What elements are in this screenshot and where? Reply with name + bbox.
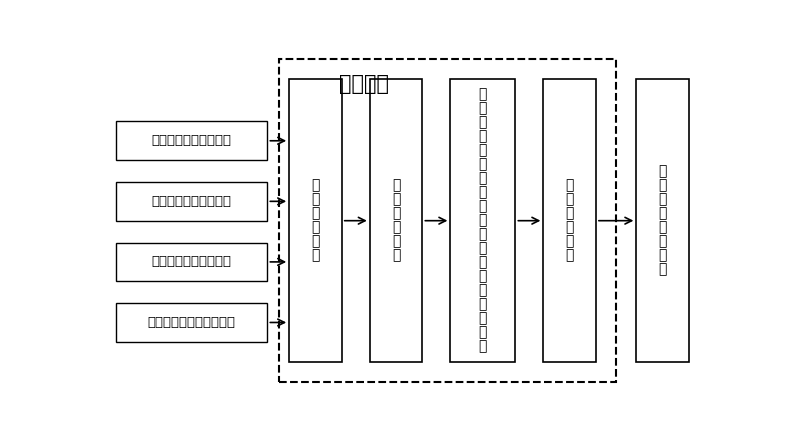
Text: 砂轮电机转速检测电路: 砂轮电机转速检测电路 bbox=[151, 255, 231, 268]
Text: 砂轮电机电流检测电路: 砂轮电机电流检测电路 bbox=[151, 134, 231, 147]
Text: 砂轮电机电压检测电路: 砂轮电机电压检测电路 bbox=[151, 195, 231, 208]
Bar bbox=[370, 80, 422, 362]
Bar bbox=[289, 80, 342, 362]
Bar bbox=[115, 182, 267, 221]
Bar bbox=[543, 80, 596, 362]
Bar bbox=[636, 80, 689, 362]
Text: 信
号
采
集
模
块: 信 号 采 集 模 块 bbox=[311, 179, 320, 263]
Bar bbox=[115, 303, 267, 342]
Text: 控制中心: 控制中心 bbox=[338, 74, 389, 94]
Bar bbox=[115, 243, 267, 281]
Text: 步
进
电
机
驱
动
电
路: 步 进 电 机 驱 动 电 路 bbox=[658, 165, 667, 277]
Bar bbox=[278, 59, 617, 382]
Text: 磨床工作台速度检测电路: 磨床工作台速度检测电路 bbox=[147, 316, 235, 329]
Text: 信
号
处
理
模
块: 信 号 处 理 模 块 bbox=[392, 179, 400, 263]
Text: 基
于
人
工
神
经
网
络
的
砂
轮
磨
损
状
态
预
测
模
块: 基 于 人 工 神 经 网 络 的 砂 轮 磨 损 状 态 预 测 模 块 bbox=[478, 88, 487, 354]
Text: 电
机
控
制
模
块: 电 机 控 制 模 块 bbox=[566, 179, 574, 263]
Bar bbox=[450, 80, 515, 362]
Bar bbox=[115, 121, 267, 160]
